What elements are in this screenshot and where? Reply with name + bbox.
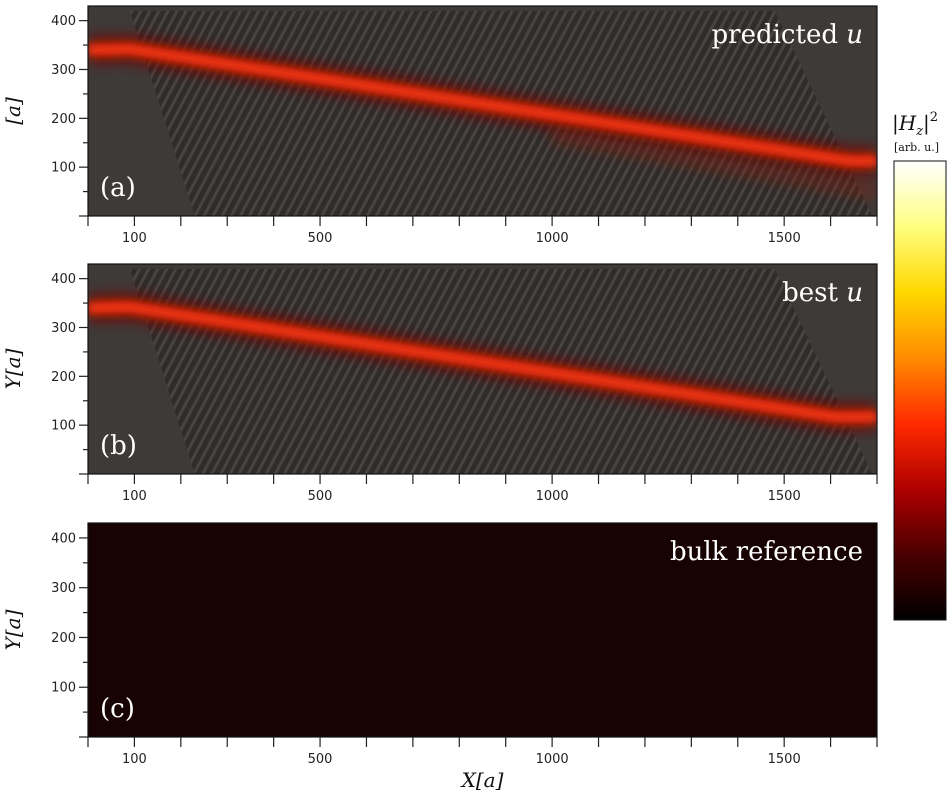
- panel-letter: (c): [100, 694, 135, 724]
- y-axis-label: Y[a]: [1, 348, 25, 389]
- x-tick-label: 1500: [768, 231, 801, 246]
- panel-letter: (b): [100, 431, 137, 461]
- x-tick-label: 100: [122, 752, 147, 767]
- y-tick-label: 100: [51, 681, 76, 696]
- panel-b: 100 500 1000 1500 100 200 300 400 Y[a] best u (b): [1, 263, 878, 504]
- colorbar: |Hz|2 [arb. u.]: [892, 110, 947, 621]
- panel-letter: (a): [100, 173, 136, 203]
- plot-frame: [87, 5, 878, 217]
- secondary-beam: [551, 129, 877, 198]
- panel-title: best u: [782, 278, 863, 308]
- plot-frame: [87, 263, 878, 475]
- y-tick-label: 300: [51, 581, 76, 596]
- y-tick-label: 400: [51, 14, 76, 29]
- beam-core: [88, 47, 877, 163]
- x-axis-label: X[a]: [460, 768, 504, 792]
- x-tick-label: 1000: [536, 489, 569, 504]
- x-tick-label: 1000: [536, 752, 569, 767]
- y-tick-label: 200: [51, 370, 76, 385]
- y-tick-label: 400: [51, 531, 76, 546]
- x-tick-label: 1500: [768, 489, 801, 504]
- y-tick-label: 200: [51, 112, 76, 127]
- panel-a: 100 500 1000 1500 100 200 300 400 [a] predicted u…: [1, 5, 878, 246]
- y-tick-label: 300: [51, 63, 76, 78]
- x-tick-label: 500: [308, 489, 333, 504]
- colorbar-title: |Hz|2: [892, 110, 938, 139]
- x-tick-label: 500: [308, 752, 333, 767]
- colorbar-unit: [arb. u.]: [894, 141, 939, 154]
- colorbar-gradient: [893, 160, 947, 621]
- x-tick-label: 1000: [536, 231, 569, 246]
- y-tick-label: 100: [51, 419, 76, 434]
- panel-title: predicted u: [712, 20, 863, 50]
- y-axis-label: Y[a]: [1, 609, 25, 650]
- x-tick-label: 100: [122, 489, 147, 504]
- x-tick-label: 500: [308, 231, 333, 246]
- beam-core: [88, 305, 877, 419]
- panel-title: bulk reference: [670, 537, 863, 567]
- y-tick-label: 100: [51, 161, 76, 176]
- y-tick-label: 400: [51, 272, 76, 287]
- y-tick-label: 200: [51, 631, 76, 646]
- x-tick-label: 1500: [768, 752, 801, 767]
- y-tick-label: 300: [51, 321, 76, 336]
- panel-c: 100 500 1000 1500 100 200 300 400 Y[a] X[a] bulk r…: [1, 522, 878, 792]
- plot-frame: [87, 522, 878, 738]
- x-tick-label: 100: [122, 231, 147, 246]
- y-axis-label: [a]: [1, 97, 25, 125]
